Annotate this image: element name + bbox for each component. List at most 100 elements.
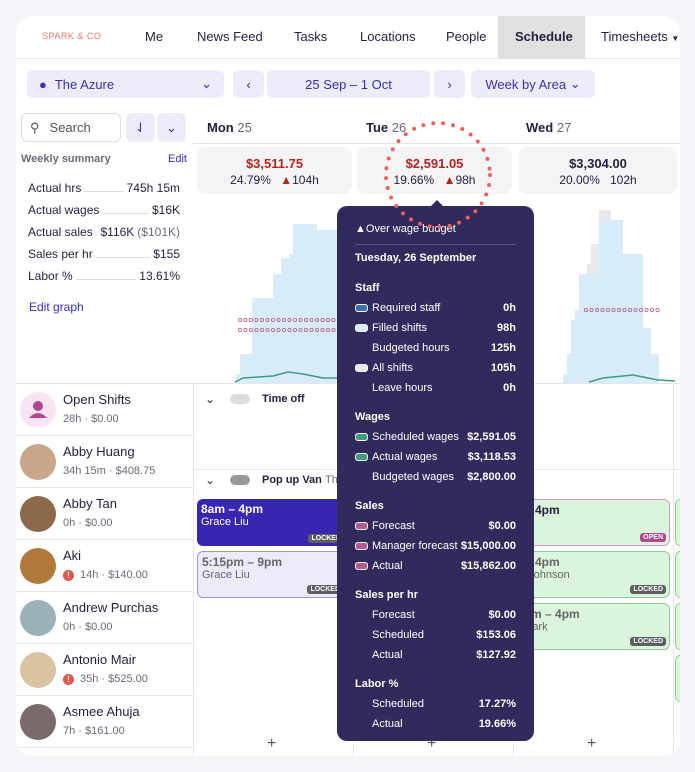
list-item[interactable]: Andrew Purchas 0h · $0.00 [16, 592, 193, 644]
warning-icon: ▲ [280, 173, 293, 187]
tooltip-row: Scheduled wages $2,591.05 [355, 431, 516, 443]
person-name: Antonio Mair [63, 652, 136, 667]
edit-graph-link[interactable]: Edit graph [29, 300, 84, 314]
leader-line [102, 213, 149, 214]
tooltip-label-text: Actual wages [372, 451, 438, 463]
tooltip-row: All shifts 105h [355, 362, 516, 374]
nav-locations[interactable]: Locations [360, 29, 416, 44]
day-name: Mon [207, 120, 234, 135]
list-item[interactable]: Aki! 14h · $140.00 [16, 540, 193, 592]
tooltip-section-title: Labor % [355, 678, 399, 690]
nav-people[interactable]: People [446, 29, 487, 44]
tooltip-row: Actual $15,862.00 [355, 560, 516, 572]
sales-forecast-marker [611, 308, 616, 313]
sales-forecast-marker [249, 318, 254, 323]
list-item[interactable]: Abby Huang 34h 15m · $408.75 [16, 436, 193, 488]
collapse-popup-van[interactable]: ⌄ [205, 473, 216, 487]
shift-card-partial[interactable] [675, 499, 680, 546]
person-meta: 28h · $0.00 [63, 413, 119, 425]
leader-line [95, 235, 98, 236]
day-wages: $3,304.00 [569, 156, 627, 171]
group-time-off[interactable]: Time off [262, 393, 305, 405]
sales-forecast-marker [298, 327, 303, 332]
location-select[interactable]: ● The Azure ⌄ [27, 70, 224, 98]
tooltip-value: $15,000.00 [460, 540, 516, 552]
nav-me[interactable]: Me [145, 29, 164, 44]
summary-value: $16K [151, 203, 180, 217]
sales-forecast-marker [309, 327, 314, 332]
search-input[interactable]: ⚲ Search [21, 113, 121, 142]
shift-card[interactable]: 5:15pm – 9pm Grace Liu LOCKED [197, 551, 347, 598]
sales-forecast-marker [320, 327, 325, 332]
sales-forecast-marker [627, 308, 632, 313]
collapse-time-off[interactable]: ⌄ [205, 392, 216, 406]
tooltip-label: Budgeted hours [355, 342, 450, 354]
view-label: Week by Area [485, 76, 567, 92]
person-hours-wages: 7h · $161.00 [63, 725, 125, 737]
tooltip-row: Actual wages $3,118.53 [355, 451, 516, 463]
group-popup-van[interactable]: Pop up Van The [262, 474, 344, 486]
tooltip-label: Actual [355, 718, 403, 730]
tooltip-value: 17.27% [478, 698, 516, 710]
nav-timesheets[interactable]: Timesheets ▼ [601, 29, 679, 44]
brand-logo[interactable]: SPARK & CO [42, 31, 102, 41]
list-item[interactable]: Asmee Ahuja 7h · $161.00 [16, 696, 193, 748]
day-wages: $3,511.75 [245, 156, 304, 171]
list-item[interactable]: Abby Tan 0h · $0.00 [16, 488, 193, 540]
divider [193, 143, 680, 144]
nav-schedule[interactable]: Schedule [515, 29, 573, 44]
legend-swatch-icon [355, 433, 368, 441]
view-select[interactable]: Week by Area ⌄ [471, 70, 595, 98]
group-name: Pop up Van [262, 474, 322, 486]
day-stats: 19.66% ▲98h [357, 173, 512, 187]
area-color-chip [230, 475, 250, 485]
chevron-down-icon: ⌄ [166, 119, 177, 135]
day-summary-card[interactable]: $2,591.05 19.66% ▲98h [357, 147, 512, 194]
shift-card-partial[interactable] [675, 655, 680, 702]
add-shift-button[interactable]: + [587, 735, 597, 752]
sort-options-button[interactable]: ⌄ [157, 113, 186, 142]
nav-tasks[interactable]: Tasks [294, 29, 328, 44]
day-summary-card[interactable]: $3,304.00 20.00% 102h [519, 147, 677, 194]
sort-button[interactable]: ⇃ [126, 113, 155, 142]
list-item[interactable]: Open Shifts 28h · $0.00 [16, 384, 193, 436]
legend-swatch-icon [355, 324, 368, 332]
shift-card[interactable]: 8am – 4pm Grace Liu LOCKED [197, 499, 347, 546]
shift-time: m – 4pm [511, 555, 560, 569]
day-header[interactable]: Wed 27 [526, 120, 571, 135]
sales-forecast-marker [238, 327, 243, 332]
sales-forecast-marker [583, 308, 588, 313]
day-header[interactable]: Tue 26 [366, 120, 406, 135]
tooltip-row: Manager forecast $15,000.00 [355, 540, 516, 552]
search-placeholder: Search [49, 120, 91, 135]
warning-icon: ▲ [443, 173, 456, 187]
map-pin-icon: ● [39, 76, 47, 92]
tooltip-label-text: Scheduled [372, 629, 424, 641]
date-range-button[interactable]: 25 Sep – 1 Oct [267, 70, 430, 98]
nav-news-feed[interactable]: News Feed [197, 29, 263, 44]
tooltip-label-text: Forecast [372, 520, 415, 532]
shift-card-partial[interactable] [675, 551, 680, 598]
tooltip-value: 19.66% [478, 718, 516, 730]
sales-forecast-marker [265, 327, 270, 332]
day-summary-card[interactable]: $3,511.75 24.79% ▲104h [197, 147, 352, 194]
tooltip-value: $2,591.05 [467, 431, 516, 443]
person-meta: 0h · $0.00 [63, 517, 113, 529]
leader-line [84, 191, 124, 192]
tooltip-label-text: Scheduled [372, 698, 424, 710]
list-item[interactable]: Antonio Mair! 35h · $525.00 [16, 644, 193, 696]
shift-time: 8am – 4pm [201, 502, 264, 516]
leader-line [75, 279, 137, 280]
shift-card-partial[interactable] [675, 603, 680, 650]
prev-week-button[interactable]: ‹ [233, 70, 264, 98]
next-week-button[interactable]: › [434, 70, 465, 98]
sales-forecast-marker [649, 308, 654, 313]
tooltip-label: Actual wages [355, 451, 437, 463]
day-header[interactable]: Mon 25 [207, 120, 252, 135]
tooltip-row: Leave hours 0h [355, 382, 516, 394]
add-shift-button[interactable]: + [267, 735, 277, 752]
summary-edit-link[interactable]: Edit [168, 153, 187, 165]
day-number: 25 [237, 120, 252, 135]
sales-forecast-marker [254, 318, 259, 323]
add-shift-button[interactable]: + [427, 735, 437, 752]
